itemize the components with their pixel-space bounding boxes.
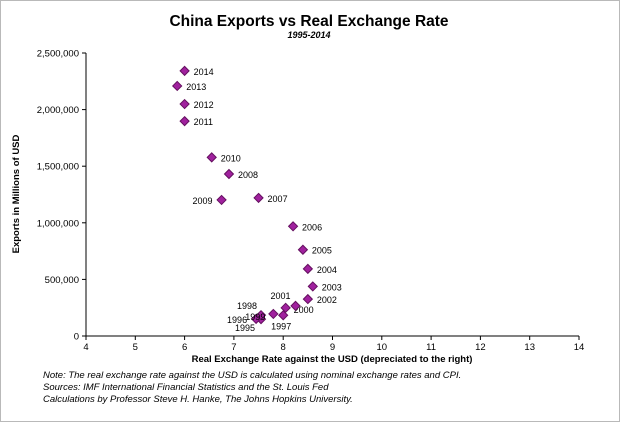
y-tick-label: 1,500,000: [37, 162, 79, 173]
data-point-2008: 2008: [223, 168, 258, 180]
point-label-2001: 2001: [270, 291, 290, 301]
x-tick-label: 11: [426, 342, 436, 353]
x-axis-title: Real Exchange Rate against the USD (depr…: [192, 354, 473, 365]
point-label-2014: 2014: [194, 67, 214, 77]
diamond-marker: [268, 308, 279, 320]
x-tick-label: 4: [83, 342, 88, 353]
point-label-2004: 2004: [317, 265, 337, 275]
data-point-2004: 2004: [302, 263, 337, 275]
note-line-3: Calculations by Professor Steve H. Hanke…: [43, 394, 353, 405]
data-point-2009: 2009: [193, 194, 227, 206]
diamond-marker: [223, 168, 235, 180]
point-label-2009: 2009: [193, 196, 213, 206]
x-tick-label: 5: [133, 342, 138, 353]
data-point-2013: 2013: [171, 80, 206, 92]
data-point-2006: 2006: [287, 221, 322, 232]
point-label-2002: 2002: [317, 295, 337, 305]
diamond-marker: [277, 310, 289, 321]
data-point-2001: 2001: [270, 291, 301, 312]
point-label-1997: 1997: [271, 321, 291, 331]
point-label-2006: 2006: [302, 222, 322, 232]
x-tick-label: 7: [231, 342, 236, 353]
diamond-marker: [280, 302, 291, 314]
y-tick-label: 1,000,000: [37, 218, 79, 229]
y-tick-label: 2,500,000: [37, 49, 79, 60]
diamond-marker: [302, 293, 314, 305]
data-point-1999: 1999: [245, 308, 279, 322]
point-label-1995: 1995: [235, 323, 255, 333]
diamond-marker: [290, 300, 301, 312]
diamond-marker: [171, 80, 183, 92]
diamond-marker: [179, 65, 190, 77]
y-tick-label: 2,000,000: [37, 105, 79, 116]
data-point-1997: 1997: [271, 310, 291, 331]
diamond-marker: [287, 221, 299, 232]
note-line-2: Sources: IMF International Financial Sta…: [43, 382, 329, 393]
axes: 4 5 6 7 8 9 10 11 12 13 14 0 500,000 1,000,000 1,500,0…: [37, 49, 585, 354]
point-label-2011: 2011: [194, 117, 213, 127]
point-label-1996: 1996: [227, 315, 247, 325]
x-tick-label: 6: [182, 342, 187, 353]
diamond-marker: [216, 194, 227, 206]
point-label-2013: 2013: [186, 82, 206, 92]
point-label-2007: 2007: [268, 194, 288, 204]
data-point-2014: 2014: [179, 65, 214, 77]
x-tick-label: 12: [475, 342, 486, 353]
diamond-marker: [302, 263, 314, 275]
diamond-marker: [206, 152, 217, 163]
data-point-2005: 2005: [297, 244, 332, 256]
data-point-1998: 1998: [237, 301, 267, 321]
data-point-2011: 2011: [179, 115, 213, 127]
point-label-1999: 1999: [245, 312, 265, 322]
point-label-2008: 2008: [238, 170, 258, 180]
point-label-2000: 2000: [294, 305, 314, 315]
x-tick-label: 10: [377, 342, 388, 353]
y-tick-label: 0: [74, 332, 79, 343]
data-point-2000: 2000: [280, 302, 314, 315]
data-point-2002: 2002: [302, 293, 337, 305]
diamond-marker: [179, 115, 190, 127]
point-label-2003: 2003: [322, 282, 342, 292]
diamond-marker: [179, 98, 190, 110]
y-tick-label: 500,000: [45, 275, 79, 286]
x-tick-label: 13: [524, 342, 535, 353]
point-label-2010: 2010: [221, 153, 241, 163]
x-tick-label: 8: [281, 342, 286, 353]
y-axis-title: Exports in Millions of USD: [11, 134, 22, 253]
data-point-2012: 2012: [179, 98, 214, 110]
data-point-2007: 2007: [253, 192, 288, 204]
point-label-2012: 2012: [194, 100, 214, 110]
diamond-marker: [297, 244, 309, 255]
diamond-marker: [253, 192, 264, 204]
diamond-marker: [255, 309, 267, 321]
point-label-1998: 1998: [237, 301, 257, 311]
chart-subtitle: 1995-2014: [287, 30, 330, 40]
data-point-2003: 2003: [307, 281, 342, 292]
data-point-2010: 2010: [206, 152, 241, 163]
x-tick-label: 14: [574, 342, 585, 353]
chart-title: China Exports vs Real Exchange Rate: [169, 13, 448, 30]
diamond-marker: [307, 281, 318, 292]
note-line-1: Note: The real exchange rate against the…: [43, 370, 461, 381]
point-label-2005: 2005: [312, 246, 332, 256]
x-tick-label: 9: [330, 342, 335, 353]
